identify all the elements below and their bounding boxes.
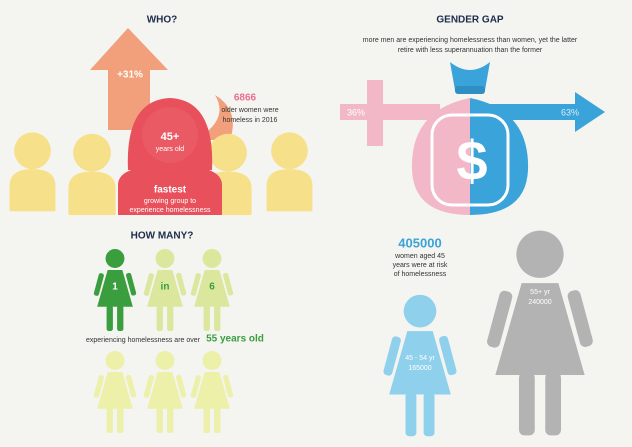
count: 6866: [234, 93, 257, 104]
fastest-line: experience homelessness: [130, 207, 211, 214]
count-line: older women were: [221, 107, 278, 114]
at-risk: 405000: [398, 235, 441, 250]
bag-knot: [450, 62, 490, 90]
female-bar: [340, 104, 440, 120]
who-title: WHO?: [147, 15, 178, 26]
bag-left: [411, 98, 470, 215]
ratio: 1: [112, 282, 118, 293]
age-label: years old: [156, 146, 185, 153]
group-label: 55+ yr: [530, 289, 550, 296]
caption: experiencing homelessness are over: [86, 337, 201, 344]
bag-tie: [455, 86, 485, 94]
body: [118, 165, 222, 215]
at-risk-line: women aged 45: [394, 253, 445, 260]
at-risk-line: of homelessness: [394, 271, 447, 278]
growth: +31%: [117, 70, 143, 81]
count-line: homeless in 2016: [223, 117, 278, 124]
age: 45+: [161, 131, 180, 143]
swoosh: [195, 95, 233, 140]
dollar: $: [456, 129, 487, 192]
bag-outline: [430, 113, 510, 207]
fastest: fastest: [154, 185, 187, 196]
gender-line: more men are experiencing homelessness t…: [363, 37, 578, 44]
fastest-line: growing group to: [144, 198, 196, 205]
women: 36%: [347, 107, 365, 117]
female-cross: [367, 80, 383, 146]
at-risk-line: years were at risk: [393, 262, 448, 269]
bag-right: [470, 98, 529, 215]
group-label: 45 - 54 yr: [405, 355, 435, 362]
howmany-title: HOW MANY?: [131, 231, 194, 242]
ratio: 6: [209, 282, 215, 293]
men: 63%: [561, 107, 579, 117]
gender-line: retire with less superannuation than the…: [398, 47, 543, 54]
ratio: in: [161, 282, 170, 293]
male-arrowhead: [575, 92, 605, 132]
face: [142, 107, 198, 163]
group-value: 240000: [528, 299, 551, 306]
gender-title: GENDER GAP: [436, 15, 504, 26]
group-value: 165000: [408, 365, 431, 372]
highlight: 55 years old: [206, 334, 264, 345]
